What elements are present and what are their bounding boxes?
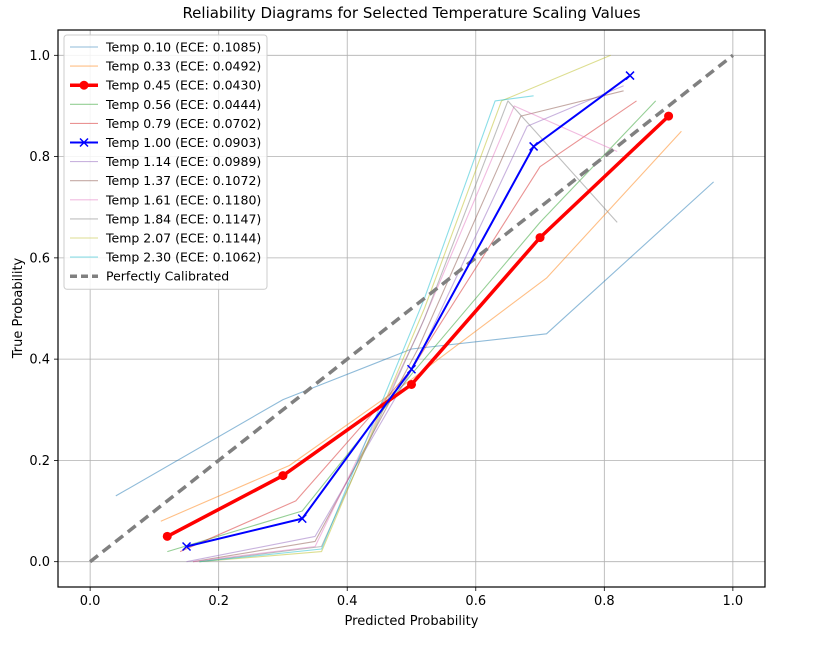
legend-item: Temp 2.07 (ECE: 0.1144) [70,231,261,246]
legend: Temp 0.10 (ECE: 0.1085) Temp 0.33 (ECE: 0… [63,34,268,290]
legend-label: Temp 1.14 (ECE: 0.0989) [105,154,261,169]
legend-item: Temp 2.30 (ECE: 0.1062) [70,250,261,265]
legend-label: Temp 1.61 (ECE: 0.1180) [105,192,261,207]
series-3 [167,100,657,553]
legend-item: Temp 1.61 (ECE: 0.1180) [70,192,261,207]
legend-item: Temp 0.56 (ECE: 0.0444) [70,97,261,112]
series-layer [89,53,734,564]
legend-label: Perfectly Calibrated [106,269,229,284]
x-tick-label: 1.0 [723,594,744,609]
legend-marker [79,80,89,90]
series-line [199,54,611,563]
series-line [192,90,624,563]
legend-label: Temp 1.84 (ECE: 0.1147) [105,211,261,226]
series-line [115,181,714,497]
data-point [162,531,172,541]
legend-item: Temp 0.45 (ECE: 0.0430) [70,78,261,93]
x-tick-label: 0.4 [337,594,358,609]
plot-frame [57,29,766,588]
series-perfect-calibration [89,53,734,564]
y-tick-label: 0.0 [29,555,50,570]
legend-label: Temp 0.45 (ECE: 0.0430) [105,78,261,93]
data-point [625,71,635,81]
x-tick-label: 0.8 [594,594,615,609]
series-9 [199,100,618,563]
data-point [664,111,674,121]
data-point [406,364,417,374]
legend-item: Temp 0.33 (ECE: 0.0492) [70,59,261,74]
series-line [167,100,657,553]
legend-item: Perfectly Calibrated [70,269,229,284]
legend-label: Temp 0.10 (ECE: 0.1085) [105,40,261,55]
data-point [278,471,288,481]
series-2 [162,111,674,541]
legend-label: Temp 0.79 (ECE: 0.0702) [105,116,261,131]
data-point [535,233,545,243]
legend-item: Temp 1.84 (ECE: 0.1147) [70,211,261,226]
legend-item: Temp 0.79 (ECE: 0.0702) [70,116,261,131]
series-7 [192,90,624,563]
series-line [89,53,734,564]
y-tick-label: 1.0 [29,49,50,64]
legend-item: Temp 1.14 (ECE: 0.0989) [70,154,261,169]
data-point [297,514,307,524]
x-tick-label: 0.6 [465,594,486,609]
chart-title: Reliability Diagrams for Selected Temper… [182,4,640,22]
legend-marker [79,137,89,148]
data-point [407,379,416,389]
y-tick-label: 0.4 [29,353,50,368]
y-tick-label: 0.6 [29,251,50,266]
legend-label: Temp 2.07 (ECE: 0.1144) [105,231,261,246]
series-1 [160,130,682,522]
legend-label: Temp 0.33 (ECE: 0.0492) [105,59,261,74]
y-tick-label: 0.2 [29,454,50,469]
legend-label: Temp 2.30 (ECE: 0.1062) [105,250,261,265]
ticks: 0.0 0.2 0.4 0.6 0.8 1.0 0.0 0.2 0.4 0.6 0.8 1.0 [29,49,743,609]
series-10 [199,54,611,563]
series-5 [182,71,635,552]
legend-item: Temp 0.10 (ECE: 0.1085) [70,40,261,55]
series-0 [115,181,714,497]
grid [58,30,765,587]
x-tick-label: 0.0 [80,594,101,609]
x-tick-label: 0.2 [208,594,229,609]
series-line [160,130,682,522]
x-axis-label: Predicted Probability [345,614,479,629]
data-point [529,141,539,151]
legend-label: Temp 0.56 (ECE: 0.0444) [105,97,261,112]
y-axis-label: True Probability [11,257,26,359]
legend-item: Temp 1.00 (ECE: 0.0903) [70,135,261,150]
series-line [199,100,618,563]
data-point [182,541,192,552]
legend-label: Temp 1.37 (ECE: 0.1072) [105,173,261,188]
legend-label: Temp 1.00 (ECE: 0.0903) [105,135,261,150]
legend-box [63,34,268,290]
y-tick-label: 0.8 [29,150,50,165]
legend-item: Temp 1.37 (ECE: 0.1072) [70,173,261,188]
